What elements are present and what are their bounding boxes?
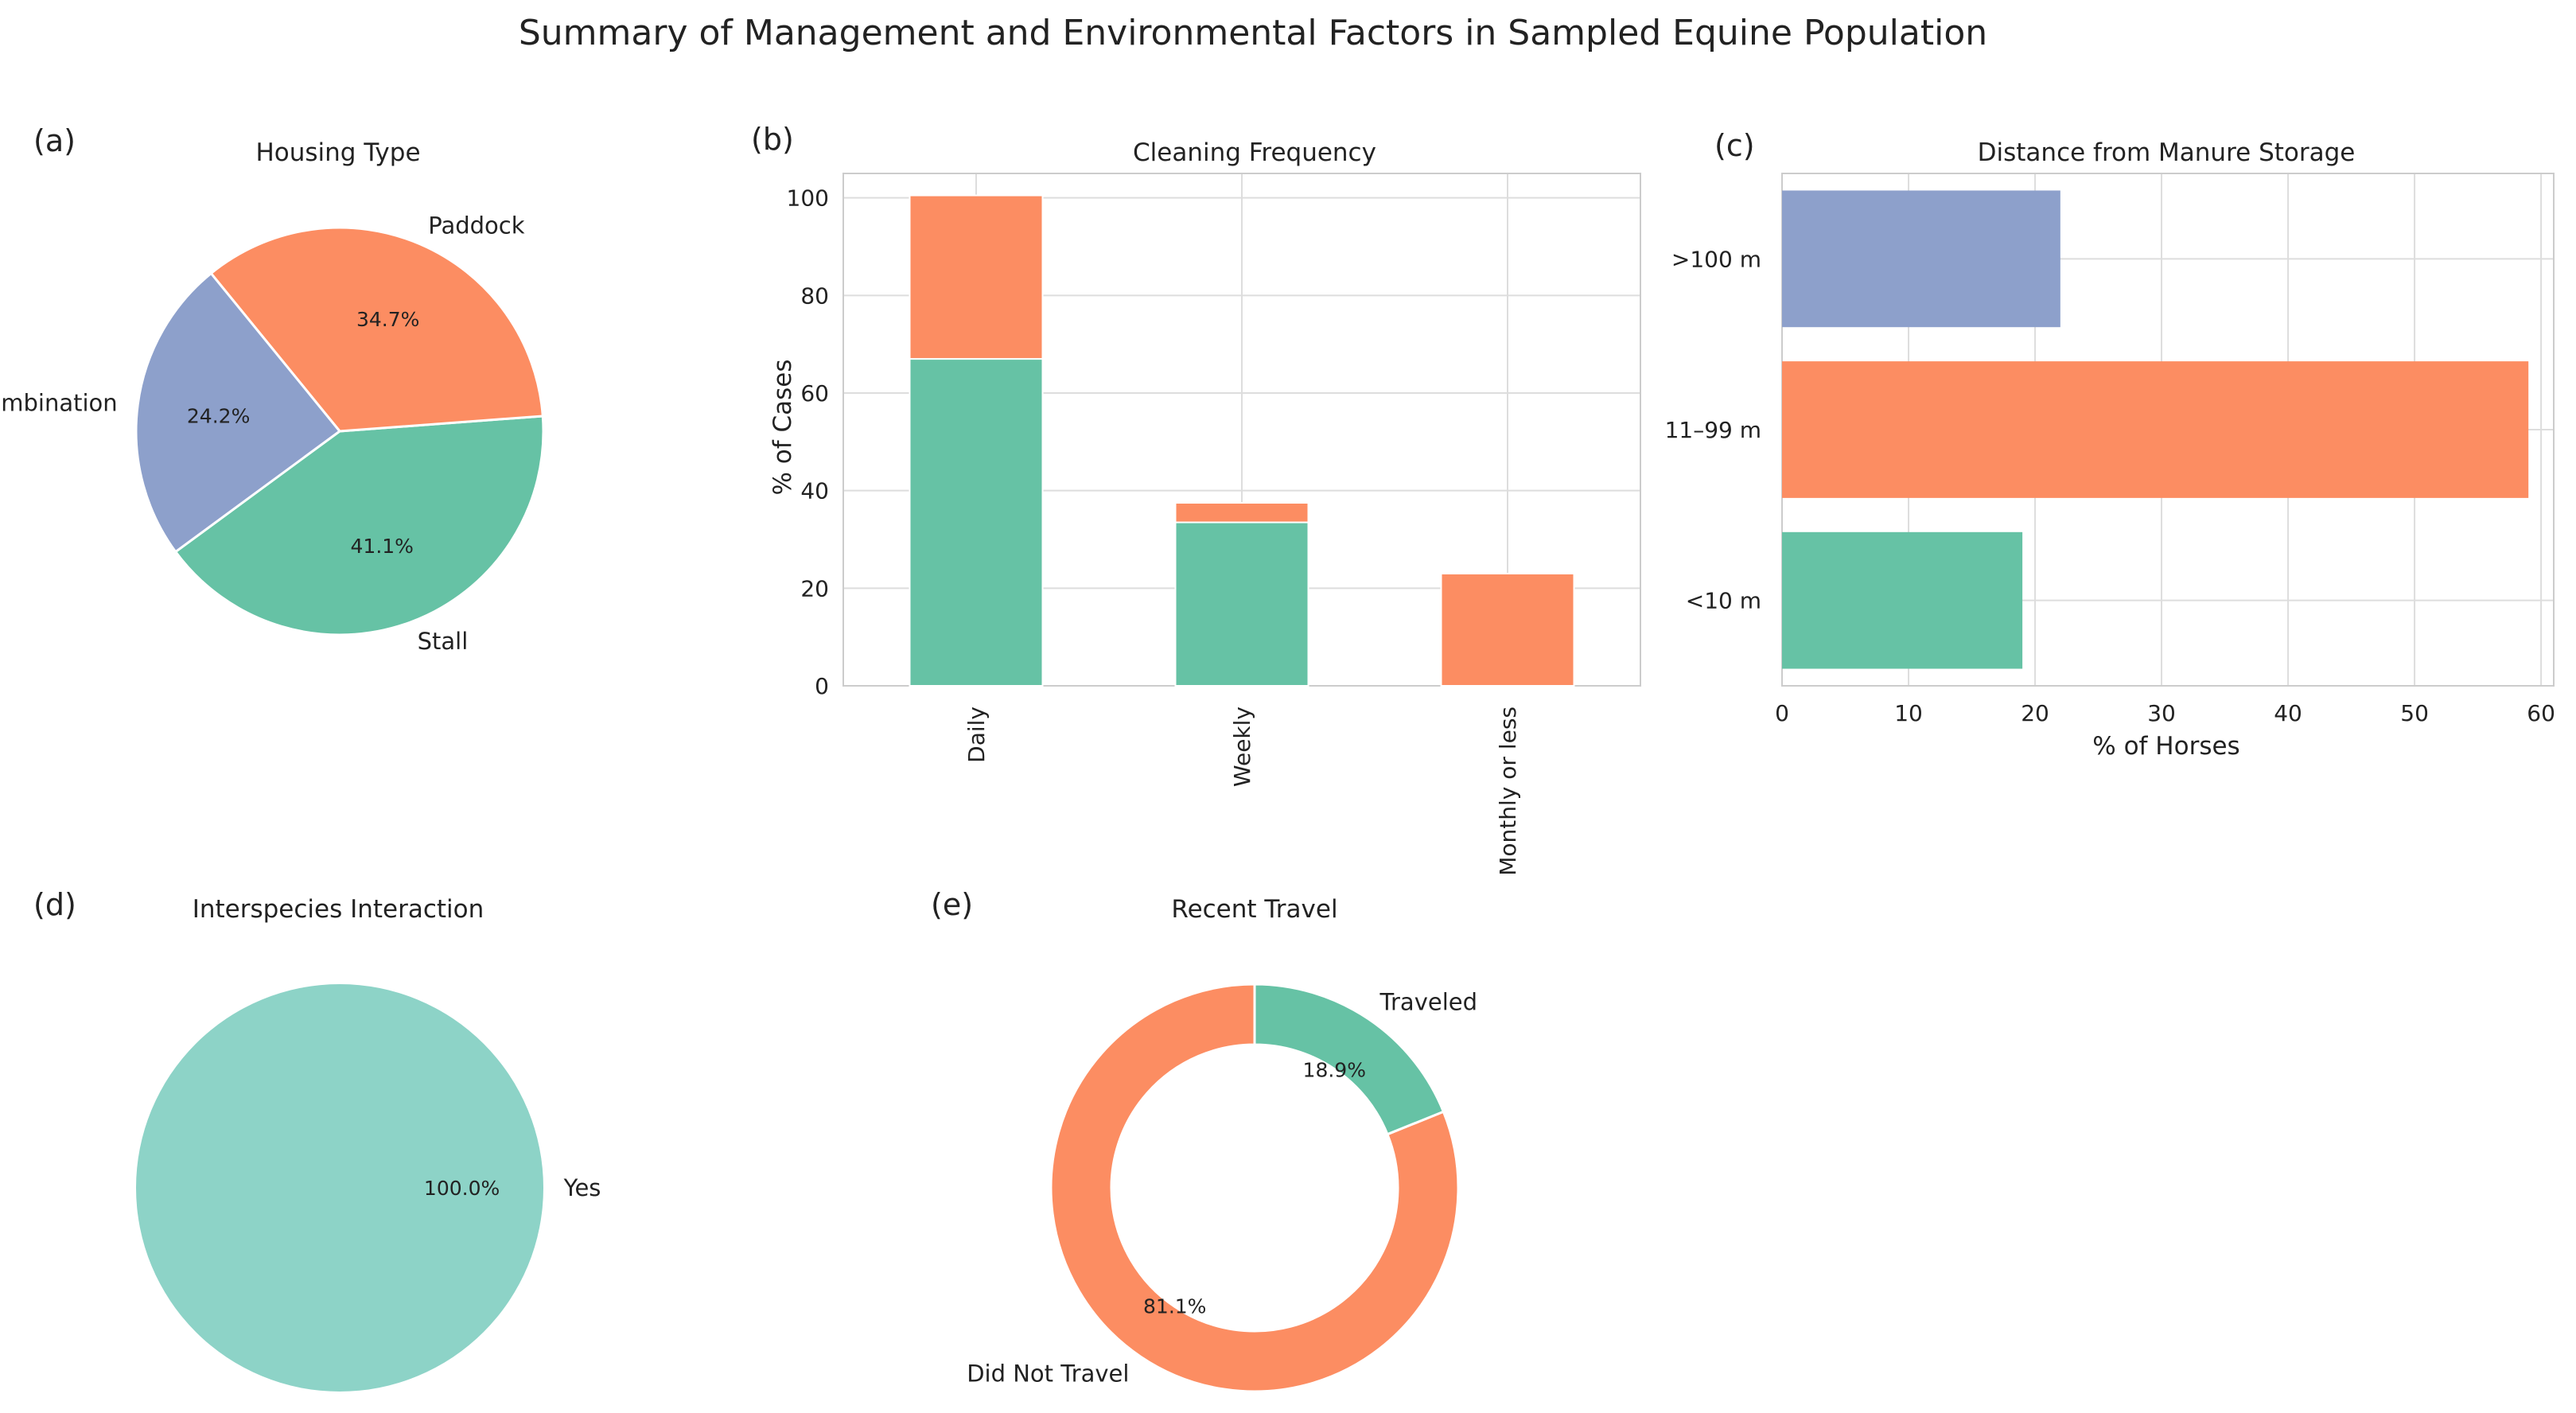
x-tick-label-monthly-or-less: Monthly or less (1495, 706, 1521, 876)
x-tick-label: 20 (2021, 700, 2049, 726)
donut-recent-travel: Did Not Travel 81.1% Traveled 18.9% (967, 983, 1477, 1393)
panel-d-interspecies: (d) Interspecies Interaction Yes 100.0% (33, 887, 601, 1392)
slice-pct-did-not-travel: 81.1% (1143, 1295, 1206, 1318)
x-tick-label: 0 (1775, 700, 1789, 726)
x-tick-label: 30 (2147, 700, 2176, 726)
slice-label-traveled: Traveled (1379, 989, 1477, 1016)
y-tick-label: 40 (800, 478, 829, 504)
pie-slice-yes (136, 984, 543, 1392)
slice-pct-paddock: 34.7% (356, 308, 419, 331)
panel-e-label: (e) (931, 887, 973, 922)
bar-daily-series-2 (909, 194, 1044, 360)
bar-weekly-series-1 (1174, 521, 1309, 687)
x-tick-label: 60 (2527, 700, 2555, 726)
pie-slice-did-not-travel (1049, 983, 1460, 1393)
hbar-chart-manure-distance: 0 10 20 30 40 50 60 <10 m 11–99 m >100 m (1665, 173, 2555, 726)
pie-interspecies: Yes 100.0% (136, 984, 601, 1392)
slice-pct-combination: 24.2% (187, 405, 250, 428)
x-tick-label: 40 (2274, 700, 2302, 726)
bar-weekly-series-2 (1174, 502, 1309, 524)
x-tick-label-weekly: Weekly (1229, 706, 1255, 787)
slice-pct-yes: 100.0% (424, 1177, 500, 1200)
panel-c-manure-distance: (c) Distance from Manure Storage % of Ho… (1665, 128, 2555, 761)
x-tick-label: 10 (1894, 700, 1923, 726)
slice-label-combination: Combination (0, 389, 118, 416)
bar-daily-series-1 (909, 358, 1044, 687)
bar-100-m (1782, 190, 2060, 328)
panel-c-label: (c) (1714, 128, 1755, 163)
y-tick-label-11-99-m: 11–99 m (1665, 417, 1761, 443)
panel-b-label: (b) (751, 122, 794, 157)
slice-label-did-not-travel: Did Not Travel (967, 1360, 1129, 1387)
y-tick-label: 60 (800, 380, 829, 407)
bar-chart-cleaning-frequency: 0 20 40 60 80 100 Daily Weekly Monthly or less (787, 173, 1641, 876)
bar-monthly-or-less-series-2 (1440, 572, 1575, 687)
x-tick-label: 50 (2400, 700, 2429, 726)
y-tick-label-100-m: >100 m (1671, 246, 1761, 272)
panel-b-ylabel: % of Cases (769, 359, 797, 495)
panel-a-title: Housing Type (255, 138, 420, 167)
panel-d-title: Interspecies Interaction (193, 895, 484, 924)
panel-e-recent-travel: (e) Recent Travel Did Not Travel 81.1% Tra… (931, 887, 1477, 1393)
slice-pct-traveled: 18.9% (1303, 1058, 1366, 1081)
pie-housing-type: Stall 41.1% Paddock 34.7% Combination 24.2% (0, 212, 545, 655)
x-tick-label-daily: Daily (963, 706, 990, 763)
panel-e-title: Recent Travel (1171, 895, 1337, 924)
slice-label-stall: Stall (418, 628, 469, 655)
slice-label-yes: Yes (563, 1174, 601, 1201)
panel-c-xlabel: % of Horses (2092, 732, 2239, 761)
bar-10-m (1782, 531, 2023, 669)
panel-a-housing-type: (a) Housing Type Stall 41.1% Paddock 34.7% C… (0, 123, 545, 655)
panel-b-cleaning-frequency: (b) Cleaning Frequency % of Cases 0 20 40 6… (751, 122, 1641, 876)
y-tick-label: 80 (800, 282, 829, 309)
slice-label-paddock: Paddock (428, 212, 524, 239)
panel-a-label: (a) (33, 123, 76, 158)
pie-slice-combination (134, 272, 341, 554)
bar-11-99-m (1782, 361, 2529, 498)
panel-d-label: (d) (33, 887, 76, 922)
panel-b-title: Cleaning Frequency (1133, 138, 1376, 167)
panel-c-title: Distance from Manure Storage (1978, 138, 2356, 167)
slice-pct-stall: 41.1% (351, 535, 414, 558)
y-tick-label: 100 (787, 185, 829, 212)
y-tick-label: 0 (815, 673, 829, 699)
y-tick-label: 20 (800, 575, 829, 601)
pie-slice-paddock (209, 226, 544, 433)
figure-title: Summary of Management and Environmental … (519, 13, 1987, 53)
y-tick-label-10-m: <10 m (1686, 588, 1761, 614)
pie-slice-traveled (1253, 983, 1445, 1136)
pie-slice-stall (174, 415, 545, 636)
